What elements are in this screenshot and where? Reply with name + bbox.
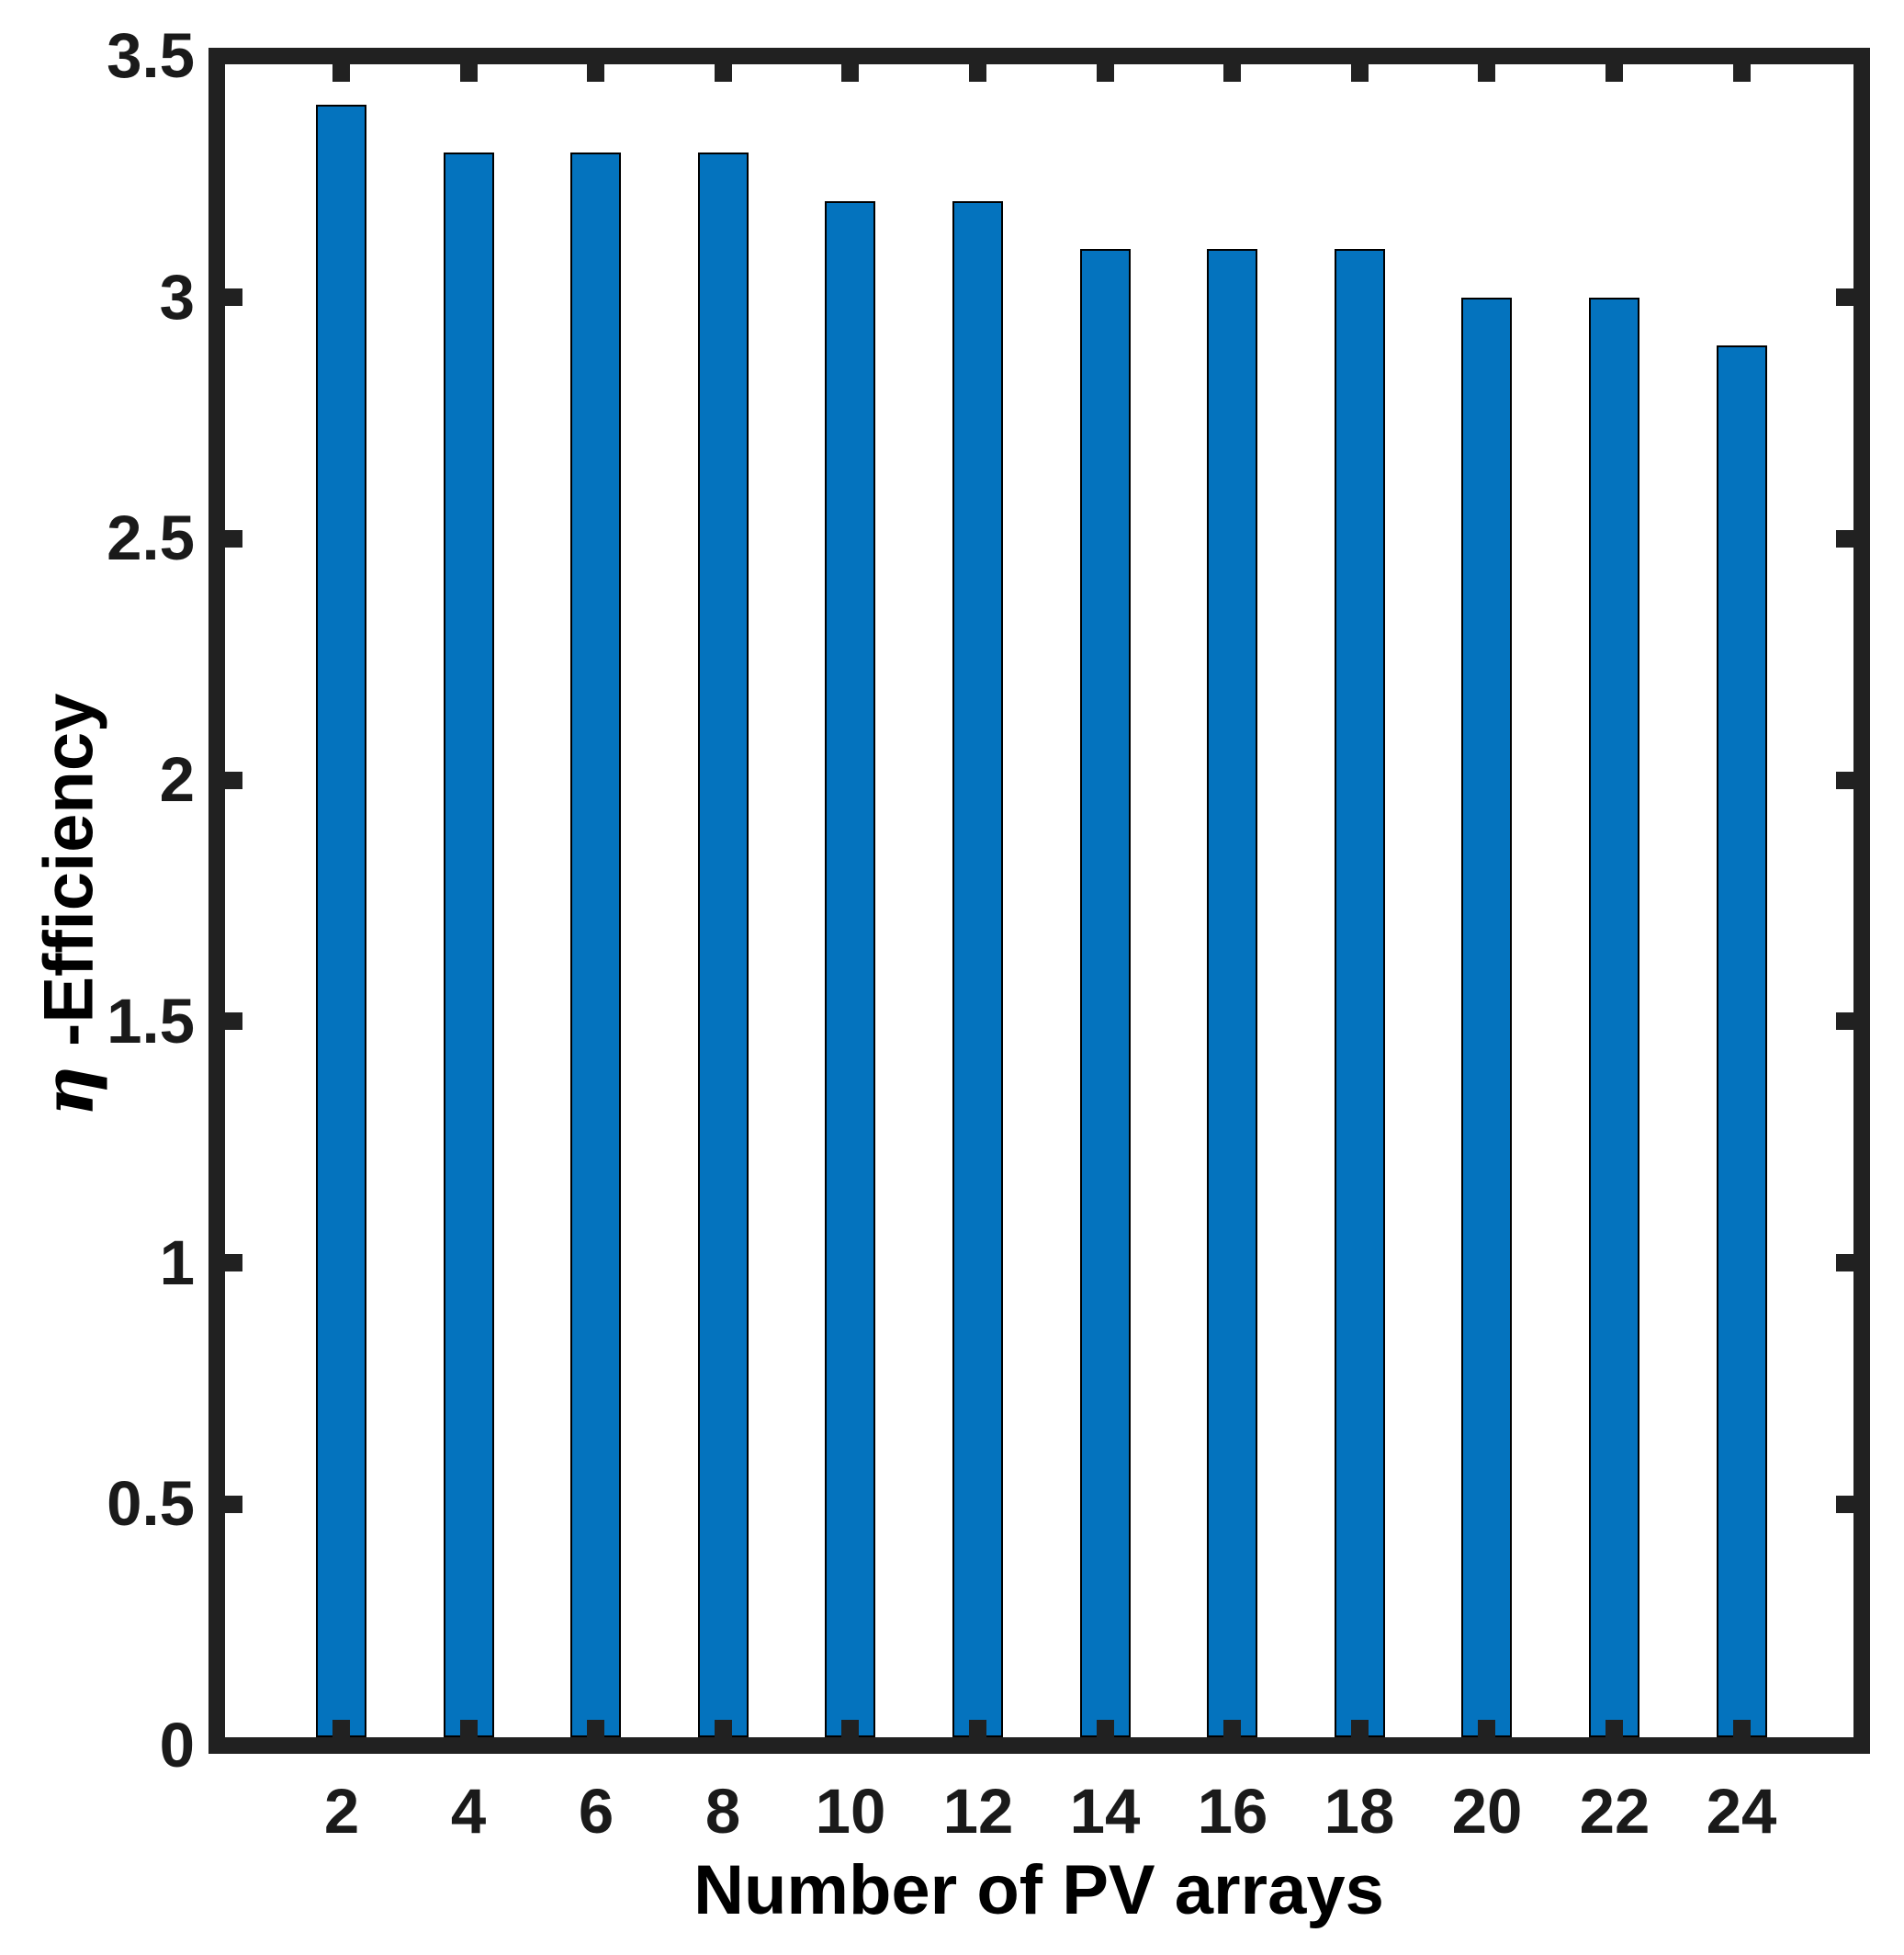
bar-14 [1080,249,1131,1737]
x-axis-tick-top [1223,64,1241,82]
x-axis-tick-bottom [1733,1720,1751,1737]
y-axis-tick-right [1836,1496,1853,1513]
y-axis-tick-left [225,530,242,548]
x-axis-tick-top [1351,64,1369,82]
bar-24 [1717,345,1767,1737]
y-tick-label-0.5: 0.5 [107,1468,195,1539]
bar-2 [316,105,366,1737]
x-axis-tick-bottom [332,1720,350,1737]
y-axis-tick-left [225,1012,242,1030]
bar-12 [952,201,1003,1737]
bar-22 [1589,298,1639,1737]
x-axis-tick-bottom [715,1720,732,1737]
x-axis-tick-bottom [1605,1720,1623,1737]
x-axis-tick-top [587,64,604,82]
y-tick-label-3: 3 [159,262,195,333]
x-axis-tick-bottom [587,1720,604,1737]
x-tick-label-6: 6 [578,1776,614,1847]
bar-6 [570,153,621,1737]
plot-area [225,64,1853,1737]
x-axis-tick-top [460,64,478,82]
bar-20 [1461,298,1512,1737]
y-axis-tick-right [1836,1254,1853,1271]
y-axis-tick-right [1836,1012,1853,1030]
bar-8 [698,153,749,1737]
y-axis-tick-left [225,1496,242,1513]
y-axis-tick-right [1836,530,1853,548]
x-axis-tick-bottom [1097,1720,1114,1737]
x-tick-label-8: 8 [704,1776,741,1847]
x-axis-tick-bottom [460,1720,478,1737]
y-tick-label-1.5: 1.5 [107,986,195,1057]
x-axis-tick-top [1733,64,1751,82]
y-axis-tick-left [225,288,242,306]
y-axis-label: η -Efficiency [28,694,109,1117]
y-tick-label-0: 0 [159,1710,195,1780]
x-axis-tick-bottom [1223,1720,1241,1737]
x-axis-tick-top [1478,64,1495,82]
x-tick-label-18: 18 [1324,1776,1395,1847]
y-axis-tick-right [1836,288,1853,306]
y-axis-tick-left [225,1254,242,1271]
y-axis-tick-left [225,772,242,789]
x-tick-label-14: 14 [1069,1776,1141,1847]
x-tick-label-24: 24 [1706,1776,1777,1847]
x-axis-tick-bottom [1351,1720,1369,1737]
x-tick-label-20: 20 [1451,1776,1523,1847]
x-axis-label: Number of PV arrays [693,1851,1384,1929]
bar-18 [1335,249,1385,1737]
y-tick-label-2.5: 2.5 [107,503,195,573]
x-axis-tick-top [715,64,732,82]
x-axis-tick-top [969,64,986,82]
x-axis-tick-bottom [1478,1720,1495,1737]
x-tick-label-16: 16 [1197,1776,1268,1847]
y-tick-label-1: 1 [159,1227,195,1298]
x-tick-label-10: 10 [815,1776,886,1847]
bar-10 [825,201,875,1737]
x-axis-tick-top [1097,64,1114,82]
y-tick-label-2: 2 [159,744,195,815]
x-tick-label-4: 4 [450,1776,487,1847]
plot-box [208,48,1870,1754]
x-axis-tick-top [841,64,859,82]
bar-16 [1207,249,1257,1737]
bar-4 [444,153,494,1737]
x-axis-tick-bottom [969,1720,986,1737]
x-tick-label-2: 2 [323,1776,360,1847]
y-axis-label-text: -Efficiency [29,693,108,1067]
x-tick-label-12: 12 [942,1776,1014,1847]
y-axis-tick-right [1836,772,1853,789]
x-tick-label-22: 22 [1579,1776,1651,1847]
y-tick-label-3.5: 3.5 [107,20,195,91]
eta-symbol: η [27,1066,109,1117]
x-axis-tick-top [332,64,350,82]
x-axis-tick-top [1605,64,1623,82]
x-axis-tick-bottom [841,1720,859,1737]
